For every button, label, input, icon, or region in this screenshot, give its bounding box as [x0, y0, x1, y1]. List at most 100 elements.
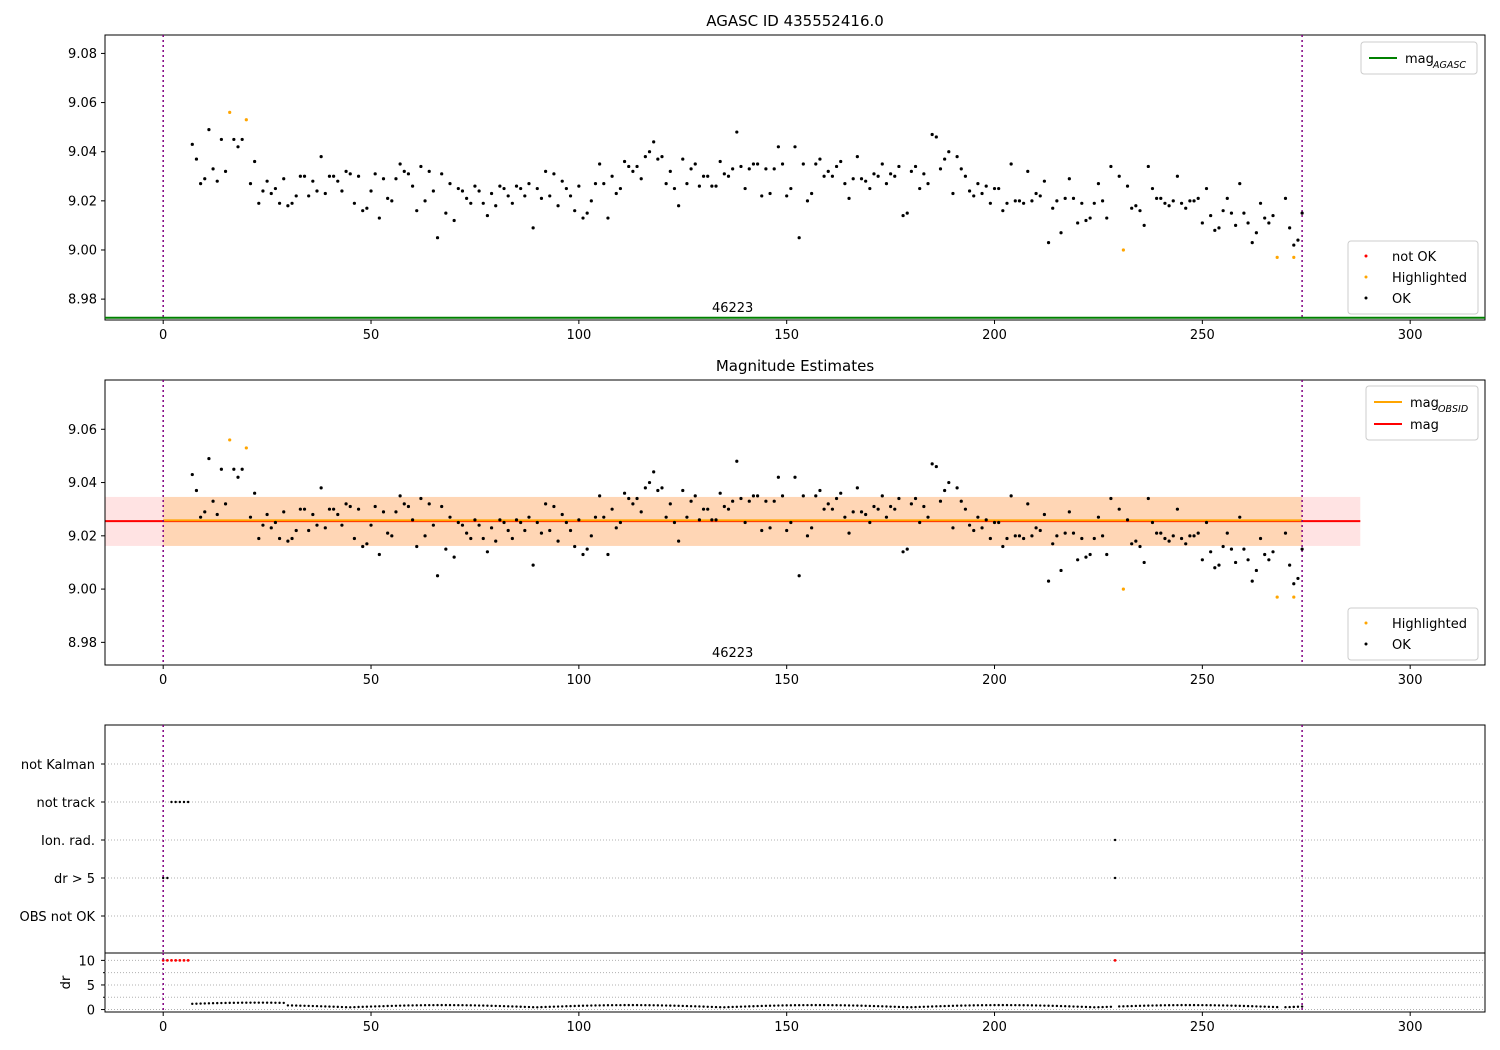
point-ok — [581, 552, 585, 557]
dr-point — [1300, 1005, 1304, 1008]
dr-point — [344, 1005, 348, 1009]
point-ok — [215, 179, 219, 183]
dr-point — [490, 1004, 493, 1008]
point-ok — [947, 480, 951, 485]
point-ok — [419, 496, 423, 501]
flags-obs-boundaries — [162, 725, 1303, 953]
dr-point — [881, 1005, 884, 1008]
point-ok — [290, 536, 294, 541]
dr-point — [515, 1005, 518, 1008]
dr-point — [793, 1004, 797, 1007]
point-ok — [282, 177, 286, 181]
dr-point — [1022, 1004, 1025, 1007]
point-ok — [997, 520, 1001, 525]
point-ok — [593, 515, 598, 519]
point-ok — [544, 169, 548, 173]
point-ok — [568, 194, 573, 198]
point-ok — [598, 494, 602, 498]
point-ok — [681, 157, 685, 161]
dr-point-not-ok — [186, 958, 190, 962]
point-ok — [332, 507, 336, 511]
dr-point — [748, 1005, 751, 1008]
legend-line-subscript: AGASC — [1432, 60, 1466, 71]
point-ok — [1188, 199, 1192, 203]
magnitude-y-ticks: 8.98 9.00 9.02 9.04 9.06 — [68, 423, 105, 651]
dr-point — [889, 1005, 892, 1008]
point-ok — [1204, 186, 1209, 191]
flag-point-ion-rad — [1113, 838, 1117, 842]
point-ok — [419, 164, 423, 169]
point-ok — [502, 520, 506, 525]
point-ok — [739, 164, 743, 169]
dr-point — [349, 1006, 352, 1009]
point-ok — [1067, 510, 1071, 514]
point-ok — [481, 201, 485, 205]
point-ok — [722, 504, 726, 509]
point-ok — [618, 186, 623, 191]
point-ok — [1263, 552, 1267, 557]
point-ok — [552, 504, 556, 509]
point-ok — [1296, 576, 1300, 581]
point-ok — [469, 536, 473, 541]
point-ok — [656, 488, 660, 493]
dr-point — [1047, 1004, 1050, 1007]
point-ok — [618, 520, 623, 525]
point-ok — [1192, 534, 1196, 538]
point-ok — [386, 196, 390, 200]
agasc-panel-frame — [104, 34, 1486, 321]
dr-point — [249, 1001, 252, 1004]
point-ok — [390, 199, 394, 203]
point-ok — [327, 174, 332, 178]
point-ok — [448, 515, 452, 519]
dr-point — [718, 1006, 722, 1009]
dr-point — [552, 1005, 556, 1008]
dr-point — [627, 1003, 630, 1007]
point-ok — [1017, 199, 1022, 203]
point-ok — [440, 504, 444, 509]
point-ok — [622, 159, 627, 164]
dr-point — [1080, 1005, 1084, 1009]
dr-point — [290, 1004, 294, 1007]
point-ok — [427, 502, 431, 506]
point-ok — [564, 186, 568, 191]
point-ok — [240, 467, 244, 471]
dr-point — [702, 1005, 705, 1008]
dr-point — [531, 1006, 535, 1009]
point-ok — [992, 520, 997, 525]
dr-point — [324, 1005, 327, 1008]
dr-point — [727, 1005, 730, 1009]
point-ok — [743, 186, 747, 191]
point-ok — [1134, 204, 1138, 208]
point-ok — [897, 164, 901, 169]
point-ok — [889, 504, 893, 509]
dr-point — [1126, 1005, 1129, 1008]
legend-point-label: Highlighted — [1392, 617, 1467, 632]
dr-point — [1251, 1005, 1254, 1008]
point-ok — [880, 494, 884, 498]
point-ok — [489, 191, 494, 196]
dr-point — [1259, 1005, 1262, 1008]
point-ok — [739, 496, 743, 501]
dr-points — [161, 958, 1304, 1009]
legend-point-label: OK — [1392, 638, 1411, 653]
point-ok — [398, 494, 402, 498]
point-ok — [805, 199, 810, 203]
dr-point — [311, 1004, 315, 1008]
flag-point-dr-5 — [161, 876, 165, 880]
point-ok — [340, 523, 344, 527]
dr-point — [735, 1005, 739, 1009]
point-ok — [448, 182, 452, 186]
point-ok — [327, 507, 332, 511]
point-ok — [323, 526, 327, 530]
dr-point — [299, 1004, 302, 1007]
dr-point — [581, 1004, 585, 1007]
dr-point — [951, 1004, 955, 1008]
point-ok — [219, 137, 223, 142]
dr-point — [1084, 1005, 1088, 1009]
dr-point — [714, 1005, 718, 1009]
point-ok — [1283, 196, 1288, 200]
point-ok — [1163, 201, 1167, 205]
point-ok — [531, 226, 535, 230]
point-ok — [893, 174, 897, 178]
dr-point — [278, 1001, 281, 1005]
